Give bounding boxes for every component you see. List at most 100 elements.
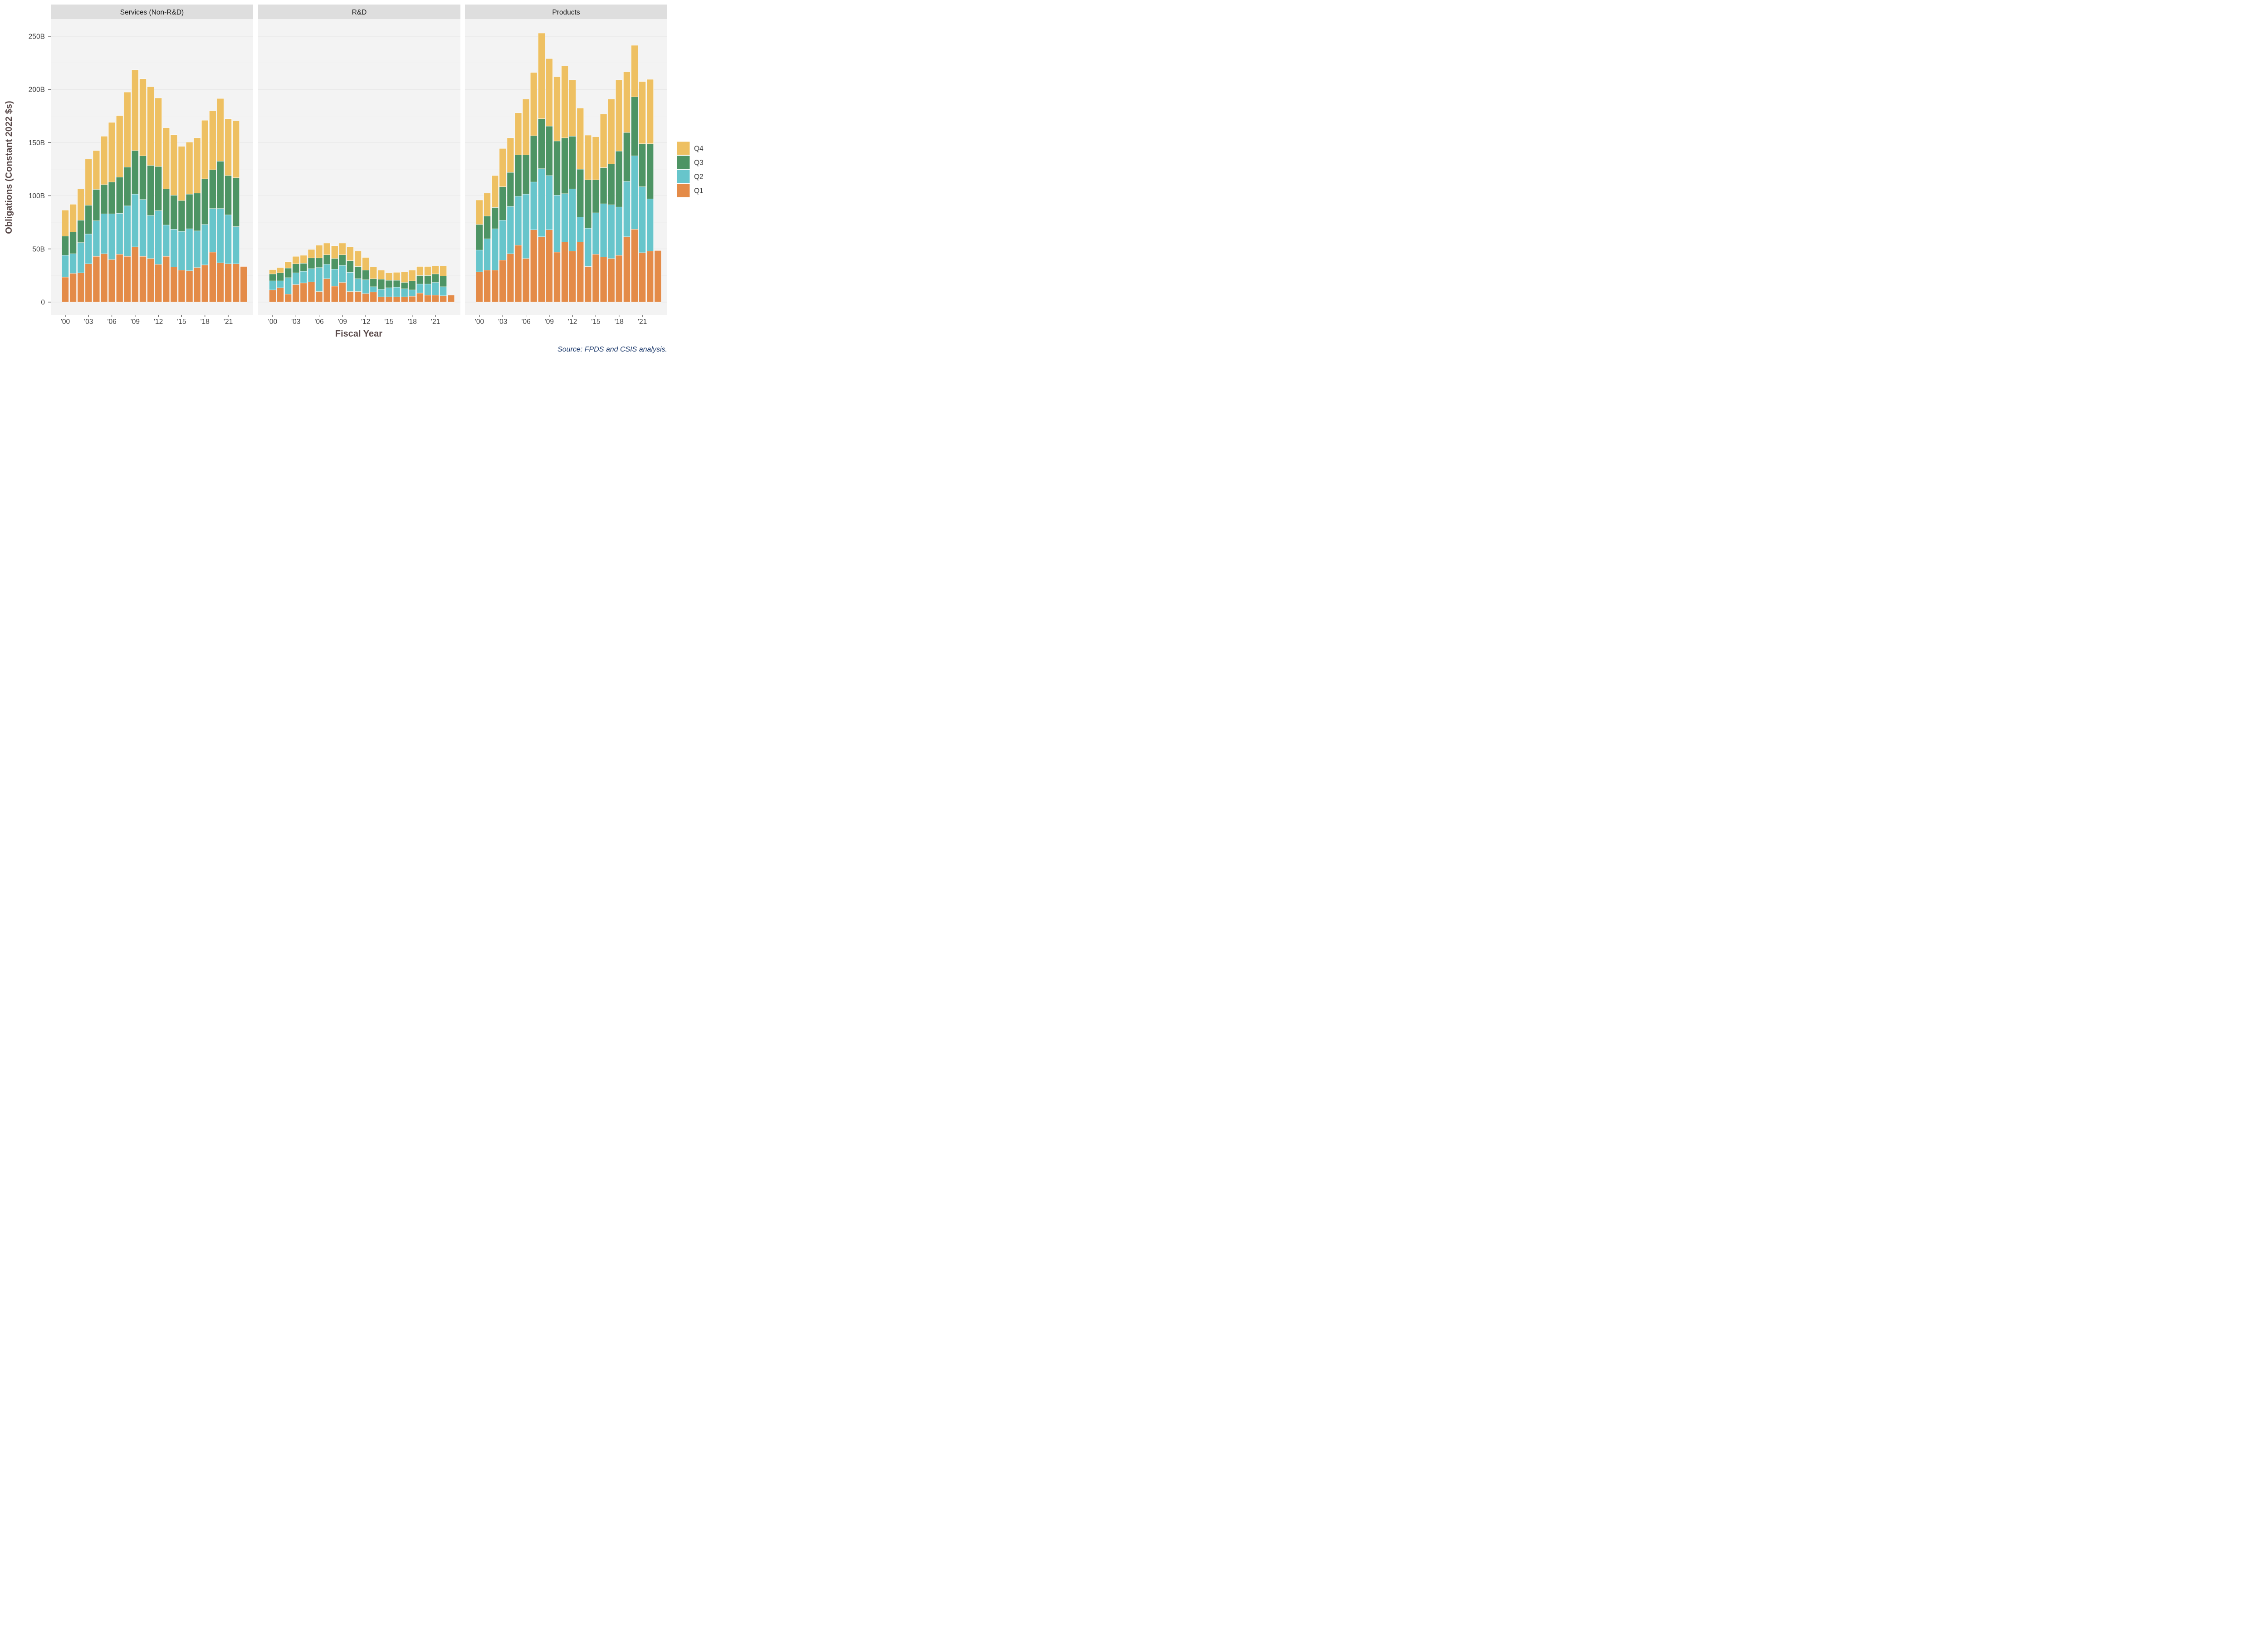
bar-services-non-r-d-2021-q4 [225,118,232,176]
bar-products-2021-q2 [639,186,646,253]
bar-r-d-2004-q2 [300,271,308,284]
bar-services-non-r-d-2004-q4 [93,150,100,190]
x-tick-label: '06 [314,318,323,326]
bar-services-non-r-d-2013-q4 [162,127,170,189]
bar-r-d-2000-q4 [269,269,276,274]
y-tick-label: 150B [29,139,45,147]
bar-r-d-2019-q1 [416,293,424,303]
bar-r-d-2016-q4 [393,272,401,281]
x-tick-label: '00 [268,318,278,326]
bar-services-non-r-d-2013-q2 [162,225,170,257]
bar-r-d-2019-q2 [416,284,424,293]
bar-products-2004-q1 [507,254,514,303]
bar-r-d-2018-q4 [408,270,416,281]
bar-r-d-2002-q3 [284,268,292,278]
bar-products-2017-q3 [607,163,615,205]
bar-r-d-2001-q4 [277,267,284,273]
bar-services-non-r-d-2005-q4 [100,136,108,185]
bar-services-non-r-d-2022-q1 [232,264,240,303]
bar-services-non-r-d-2002-q3 [77,220,84,243]
panel-title-r-d: R&D [352,9,367,16]
bar-r-d-2004-q3 [300,263,308,272]
bar-services-non-r-d-2006-q1 [108,259,116,303]
bar-services-non-r-d-2008-q1 [123,256,131,303]
bar-services-non-r-d-2012-q1 [155,264,162,303]
bar-r-d-2007-q2 [323,264,331,279]
bar-products-2003-q2 [499,220,507,260]
bar-services-non-r-d-2019-q2 [209,208,216,253]
bar-products-2019-q2 [623,181,631,237]
bar-r-d-2018-q3 [408,280,416,290]
bar-products-2015-q4 [592,137,600,180]
x-tick-label: '12 [361,318,370,326]
bar-services-non-r-d-2015-q4 [178,146,186,201]
bar-services-non-r-d-2022-q2 [232,226,240,264]
bar-services-non-r-d-2017-q3 [193,193,201,231]
bar-products-2017-q2 [607,205,615,259]
bar-products-2001-q3 [484,215,491,239]
bar-products-2001-q2 [484,239,491,270]
bars-r-d [269,243,455,303]
bar-products-2018-q1 [616,255,623,303]
bar-products-2022-q2 [646,199,654,251]
bars-products [476,33,662,303]
bar-r-d-2005-q1 [308,282,315,303]
bar-services-non-r-d-2003-q2 [85,234,93,264]
x-tick-label: '00 [475,318,484,326]
bar-products-2014-q3 [584,180,592,229]
bar-r-d-2000-q2 [269,280,276,290]
bar-products-2005-q4 [514,112,522,155]
bar-products-2011-q2 [561,193,568,242]
bar-products-2010-q3 [553,141,561,196]
bar-r-d-2013-q1 [370,292,377,303]
bar-products-2020-q2 [631,156,638,230]
bar-products-2006-q2 [522,194,530,259]
y-tick-label: 200B [29,86,45,94]
bar-products-2017-q4 [607,98,615,164]
bar-services-non-r-d-2009-q1 [132,246,139,303]
bar-products-2019-q3 [623,132,631,182]
bar-products-2010-q2 [553,195,561,253]
chart-svg: Services (Non-R&D)'00'03'06'09'12'15'18 '… [4,5,704,353]
bar-products-2016-q2 [600,203,607,257]
bar-services-non-r-d-2011-q3 [147,165,154,216]
bar-products-2007-q4 [530,72,538,136]
bar-products-2009-q2 [546,175,553,230]
bar-r-d-2015-q1 [385,296,393,303]
bar-products-2003-q4 [499,148,507,187]
source-caption: Source: FPDS and CSIS analysis. [557,346,667,353]
y-tick-label: 0 [41,299,45,307]
bar-r-d-2021-q2 [432,282,439,296]
bar-services-non-r-d-2004-q3 [93,189,100,221]
bar-r-d-2019-q4 [416,266,424,276]
bar-services-non-r-d-2012-q4 [155,98,162,167]
bar-services-non-r-d-2016-q3 [186,194,193,229]
bar-r-d-2002-q2 [284,277,292,294]
bar-r-d-2022-q1 [440,295,447,303]
legend-item-q4: Q4 [676,141,704,156]
bar-services-non-r-d-2003-q3 [85,205,93,235]
bar-services-non-r-d-2019-q4 [209,110,216,170]
y-tick-label: 50B [32,245,45,253]
bar-services-non-r-d-2009-q2 [132,194,139,247]
bar-services-non-r-d-2010-q1 [139,256,147,303]
bar-r-d-2003-q2 [292,273,300,285]
bar-services-non-r-d-2014-q2 [170,229,178,267]
panel-strip-r-d [258,5,460,19]
bar-services-non-r-d-2010-q4 [139,78,147,156]
y-axis: 0 50B 100B 150B 200B 250B [29,33,51,307]
bar-r-d-2014-q2 [377,289,385,297]
bar-products-2000-q2 [476,249,483,272]
bar-products-2013-q3 [577,169,584,217]
bar-products-2022-q4 [646,79,654,144]
x-tick-label: '00 [61,318,70,326]
bar-r-d-2006-q2 [315,267,323,292]
bar-products-2006-q4 [522,98,530,155]
bar-products-2009-q3 [546,126,553,176]
bar-r-d-2006-q3 [315,258,323,268]
bar-products-2010-q1 [553,252,561,303]
bar-r-d-2012-q4 [362,257,370,270]
bar-services-non-r-d-2001-q3 [69,231,77,254]
legend-item-q2: Q2 [676,169,704,184]
bar-r-d-2004-q1 [300,283,308,303]
